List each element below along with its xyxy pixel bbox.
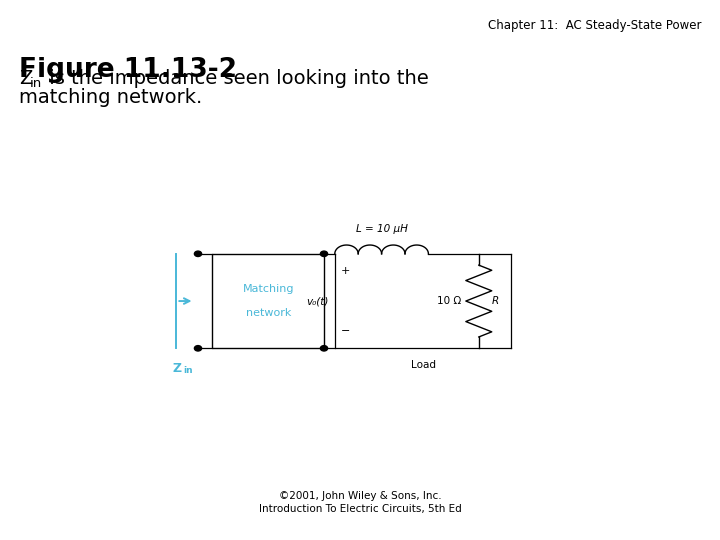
Text: ©2001, John Wiley & Sons, Inc.: ©2001, John Wiley & Sons, Inc. — [279, 491, 441, 501]
Text: in: in — [184, 366, 193, 375]
Text: R: R — [492, 296, 499, 306]
Circle shape — [194, 251, 202, 256]
Text: L = 10 μH: L = 10 μH — [356, 224, 408, 234]
Text: Load: Load — [410, 360, 436, 370]
Text: Chapter 11:  AC Steady-State Power: Chapter 11: AC Steady-State Power — [488, 19, 702, 32]
Text: Introduction To Electric Circuits, 5th Ed: Introduction To Electric Circuits, 5th E… — [258, 504, 462, 514]
Text: Z: Z — [173, 362, 182, 375]
Text: Figure 11.13-2: Figure 11.13-2 — [19, 57, 238, 83]
Text: network: network — [246, 308, 291, 318]
Text: Z: Z — [19, 69, 33, 87]
Text: +: + — [341, 266, 350, 276]
Text: matching network.: matching network. — [19, 87, 203, 106]
Text: −: − — [341, 326, 350, 336]
Text: Matching: Matching — [243, 284, 294, 294]
Text: is the impedance seen looking into the: is the impedance seen looking into the — [43, 69, 429, 87]
Text: v₀(t): v₀(t) — [307, 296, 329, 306]
Circle shape — [320, 251, 328, 256]
Circle shape — [320, 346, 328, 351]
Text: 10 Ω: 10 Ω — [436, 296, 461, 306]
Bar — [212, 254, 324, 348]
Circle shape — [194, 346, 202, 351]
Text: in: in — [30, 77, 42, 91]
